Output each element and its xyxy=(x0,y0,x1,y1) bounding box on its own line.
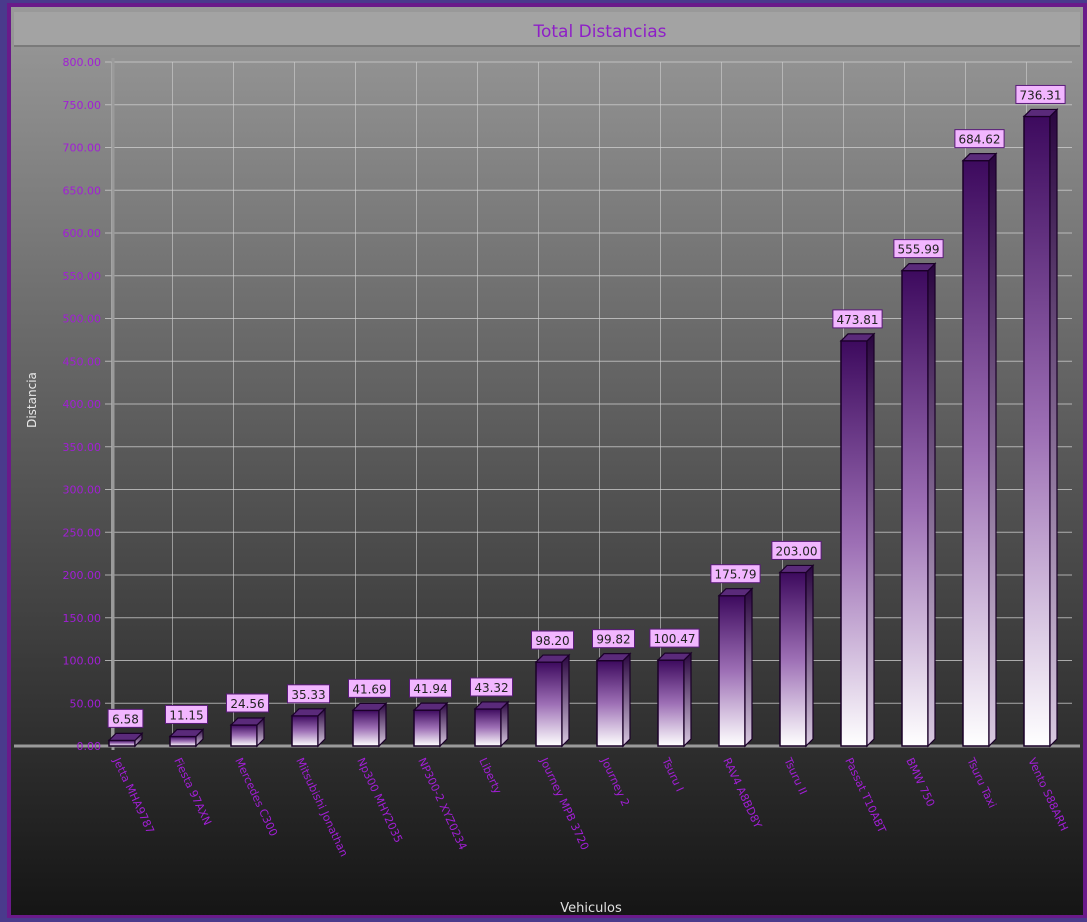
bar xyxy=(474,708,502,747)
bar-top xyxy=(839,333,876,342)
bar xyxy=(413,709,441,747)
bar-top xyxy=(595,653,632,662)
bar xyxy=(596,659,624,747)
data-label-box xyxy=(832,309,883,329)
y-tick-label: 500.00 xyxy=(63,313,102,326)
y-tick-label: 300.00 xyxy=(63,484,102,497)
bar xyxy=(230,724,258,747)
y-tick-label: 350.00 xyxy=(63,441,102,454)
data-label: 35.33 xyxy=(291,688,325,702)
bar-top xyxy=(534,654,571,663)
bar-top xyxy=(412,702,449,711)
data-label-box xyxy=(954,129,1005,149)
data-label-box xyxy=(287,684,330,704)
y-tick-label: 150.00 xyxy=(63,612,102,625)
bar-top xyxy=(229,717,266,726)
y-tick-label: 0.00 xyxy=(77,740,102,753)
data-labels: 6.58 11.15 24.56 35.33 41.69 41.94 43.32 98.20 9… xyxy=(107,84,1066,728)
bar-top xyxy=(656,652,693,661)
bar-top xyxy=(107,732,144,741)
chart-title: Total Distancias xyxy=(533,22,667,42)
bar xyxy=(718,594,746,747)
y-tick-label: 700.00 xyxy=(63,142,102,155)
y-tick-label: 50.00 xyxy=(70,697,102,710)
data-label: 11.15 xyxy=(169,708,203,722)
y-tick-label: 600.00 xyxy=(63,227,102,240)
bar-side xyxy=(1049,108,1058,748)
y-tick-label: 450.00 xyxy=(63,355,102,368)
bar-top xyxy=(717,588,754,597)
bars xyxy=(107,108,1059,748)
data-label-box xyxy=(226,693,269,713)
data-label: 41.69 xyxy=(352,682,386,696)
bar xyxy=(291,715,319,747)
bar-top xyxy=(1022,108,1059,118)
data-label-box xyxy=(649,628,700,648)
y-tick-label: 800.00 xyxy=(63,56,102,69)
bar-side xyxy=(805,563,814,748)
bar-side xyxy=(927,262,936,748)
y-axis-title: Distancia xyxy=(25,372,39,428)
bar xyxy=(657,659,685,747)
data-label: 684.62 xyxy=(959,133,1001,147)
bar-top xyxy=(961,153,998,162)
bar-side xyxy=(622,652,631,748)
bar xyxy=(169,735,197,747)
data-label-box xyxy=(771,540,822,560)
bar-side xyxy=(988,152,997,748)
bar-side xyxy=(561,653,570,748)
data-label: 473.81 xyxy=(837,313,879,327)
y-tick-label: 400.00 xyxy=(63,398,102,411)
y-tick-label: 100.00 xyxy=(63,655,102,668)
data-label-box xyxy=(470,677,513,697)
y-tick-label: 250.00 xyxy=(63,526,102,539)
data-label-box xyxy=(710,564,761,584)
data-label: 203.00 xyxy=(776,544,818,558)
data-label: 6.58 xyxy=(112,712,139,726)
bar-top xyxy=(778,564,815,574)
y-tick-label: 200.00 xyxy=(63,569,102,582)
bar xyxy=(1023,115,1051,747)
y-tick-label: 550.00 xyxy=(63,270,102,283)
data-label: 736.31 xyxy=(1020,88,1062,102)
bar xyxy=(962,159,990,747)
title-band xyxy=(14,12,1080,46)
data-label-box xyxy=(107,708,144,728)
bar xyxy=(352,709,380,747)
x-axis-title: Vehiculos xyxy=(560,901,622,916)
data-label: 175.79 xyxy=(715,568,757,582)
data-label: 98.20 xyxy=(535,634,569,648)
data-label: 555.99 xyxy=(898,243,940,257)
bar-top xyxy=(900,263,937,272)
data-label: 24.56 xyxy=(230,697,264,711)
data-label-box xyxy=(409,678,452,698)
bar-top xyxy=(290,708,327,717)
data-label-box xyxy=(893,239,944,259)
bar-side xyxy=(744,587,753,748)
bar xyxy=(535,661,563,747)
data-label-box xyxy=(348,678,391,698)
data-label-box xyxy=(165,704,208,724)
bar-side xyxy=(866,332,875,748)
data-label: 100.47 xyxy=(654,632,696,646)
y-tick-labels: 0.00 50.00 100.00 150.00 200.00 250.00 300.00 3… xyxy=(63,56,102,753)
y-tick-label: 750.00 xyxy=(63,99,102,112)
bar-top xyxy=(351,702,388,711)
bar xyxy=(840,340,868,747)
data-label: 99.82 xyxy=(596,633,630,647)
data-label-box xyxy=(592,629,635,649)
y-tick-label: 650.00 xyxy=(63,184,102,197)
bar xyxy=(901,269,929,747)
data-label: 41.94 xyxy=(413,682,447,696)
bar-top xyxy=(168,728,205,738)
bar-top xyxy=(473,701,510,710)
data-label-box xyxy=(531,630,574,650)
data-label: 43.32 xyxy=(474,681,508,695)
data-label-box xyxy=(1015,84,1066,104)
bar-side xyxy=(683,651,692,748)
bar xyxy=(108,739,136,747)
bar xyxy=(779,571,807,747)
